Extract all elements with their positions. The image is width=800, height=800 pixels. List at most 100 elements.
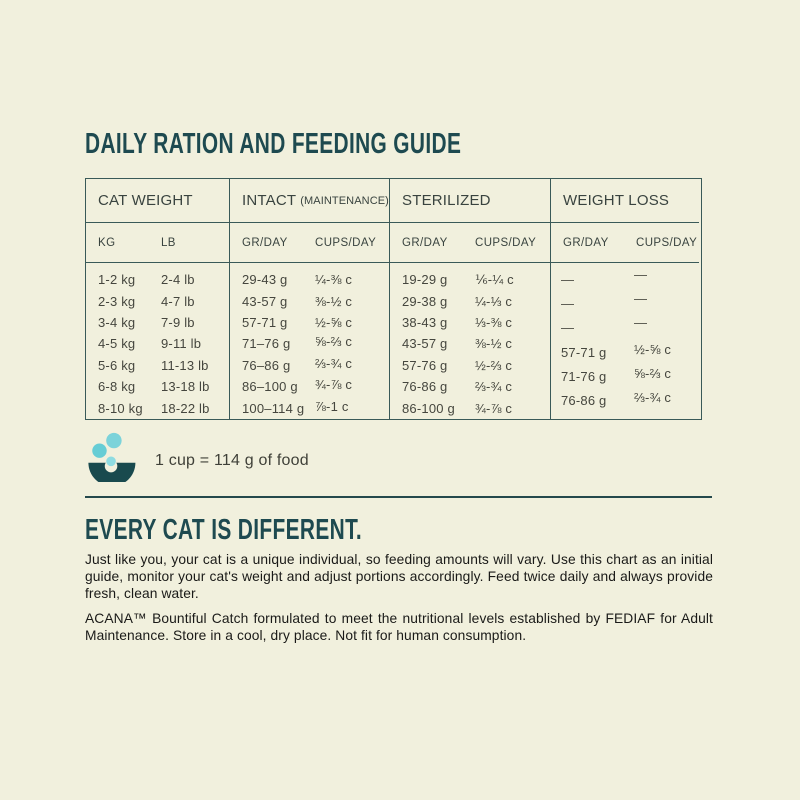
cell-cups: ⅜-½ c bbox=[475, 336, 513, 352]
section-heading-text: EVERY CAT IS DIFFERENT. bbox=[85, 514, 363, 546]
table-row: 86–100 g ¾-⅞ c bbox=[230, 376, 389, 397]
cell-lb: 18-22 lb bbox=[161, 400, 210, 416]
cell-cups-dash: — bbox=[634, 266, 648, 282]
cell-grams: 86-100 g bbox=[402, 400, 455, 416]
table-row: 38-43 g ⅓-⅜ c bbox=[390, 312, 550, 333]
cell-cups: ¾-⅞ c bbox=[315, 377, 353, 393]
subheader-gr-day: GR/DAY bbox=[563, 236, 609, 249]
table-row: 43-57 g ⅜-½ c bbox=[230, 290, 389, 311]
cell-lb: 7-9 lb bbox=[161, 314, 195, 330]
cell-lb: 13-18 lb bbox=[161, 379, 210, 395]
cell-grams-dash: — bbox=[561, 271, 575, 287]
table-row: 43-57 g ⅜-½ c bbox=[390, 333, 550, 354]
cell-grams: 76-86 g bbox=[561, 393, 607, 409]
cell-grams: 43-57 g bbox=[242, 293, 288, 309]
subheader-cups-day: CUPS/DAY bbox=[475, 236, 537, 249]
column-header-label: STERILIZED bbox=[402, 192, 491, 209]
cell-cups-dash: — bbox=[634, 290, 648, 306]
cell-grams: 29-43 g bbox=[242, 272, 288, 288]
cell-grams: 100–114 g bbox=[242, 400, 305, 416]
cell-kg: 5-6 kg bbox=[98, 357, 136, 373]
cell-grams: 86–100 g bbox=[242, 379, 298, 395]
table-row: — — bbox=[551, 291, 699, 311]
cell-grams: 29-38 g bbox=[402, 293, 448, 309]
subheader-cat-weight: KG LB bbox=[86, 222, 229, 262]
page-title-text: DAILY RATION AND FEEDING GUIDE bbox=[85, 128, 462, 160]
cell-kg: 6-8 kg bbox=[98, 379, 136, 395]
column-header-weight-loss: WEIGHT LOSS bbox=[550, 179, 699, 222]
table-row: 29-38 g ¼-⅓ c bbox=[390, 290, 550, 311]
cell-cups: ¾-⅞ c bbox=[475, 400, 513, 416]
subheader-cups-day: CUPS/DAY bbox=[315, 236, 377, 249]
cell-grams: 76–86 g bbox=[242, 357, 291, 373]
table-row: 6-8 kg 13-18 lb bbox=[86, 376, 229, 397]
cell-cups: ⅙-¼ c bbox=[475, 271, 514, 287]
table-row: 57-71 g ½-⅝ c bbox=[230, 312, 389, 333]
cell-cups: ½-⅔ c bbox=[475, 357, 513, 373]
table-row: 5-6 kg 11-13 lb bbox=[86, 355, 229, 376]
cell-grams: 71–76 g bbox=[242, 336, 291, 352]
table-row: 57-76 g ½-⅔ c bbox=[390, 355, 550, 376]
cell-lb: 11-13 lb bbox=[161, 357, 209, 373]
cell-lb: 9-11 lb bbox=[161, 336, 202, 352]
column-header-label: INTACT bbox=[242, 192, 297, 209]
table-row: 29-43 g ¼-⅜ c bbox=[230, 269, 389, 290]
column-header-intact: INTACT (MAINTENANCE) bbox=[229, 179, 389, 222]
table-row: 8-10 kg 18-22 lb bbox=[86, 397, 229, 418]
cell-cups: ½-⅝ c bbox=[315, 314, 353, 330]
section-heading: EVERY CAT IS DIFFERENT. bbox=[85, 514, 470, 547]
table-row: 71–76 g ⅝-⅔ c bbox=[230, 333, 389, 354]
cell-grams-dash: — bbox=[561, 295, 575, 311]
cell-cups: ⅔-¾ c bbox=[475, 379, 513, 395]
cell-cups: ⅝-⅔ c bbox=[634, 365, 672, 381]
data-column-sterilized: 19-29 g ⅙-¼ c 29-38 g ¼-⅓ c 38-43 g ⅓-⅜ c 4… bbox=[389, 262, 550, 419]
table-row: 57-71 g ½-⅝ c bbox=[551, 341, 699, 360]
subheader-gr-day: GR/DAY bbox=[242, 236, 288, 249]
column-header-cat-weight: CAT WEIGHT bbox=[86, 179, 229, 222]
data-column-intact: 29-43 g ¼-⅜ c 43-57 g ⅜-½ c 57-71 g ½-⅝ c 7… bbox=[229, 262, 389, 419]
cell-grams: 57-71 g bbox=[561, 344, 607, 360]
subheader-intact: GR/DAY CUPS/DAY bbox=[229, 222, 389, 262]
table-row: 86-100 g ¾-⅞ c bbox=[390, 397, 550, 418]
subheader-sterilized: GR/DAY CUPS/DAY bbox=[389, 222, 550, 262]
page-title: DAILY RATION AND FEEDING GUIDE bbox=[85, 124, 608, 161]
cell-grams: 57-71 g bbox=[242, 314, 288, 330]
kibble-bowl-icon bbox=[86, 430, 138, 487]
subheader-gr-day: GR/DAY bbox=[402, 236, 448, 249]
table-row: 100–114 g ⅞-1 c bbox=[230, 397, 389, 418]
table-row: 76-86 g ⅔-¾ c bbox=[390, 376, 550, 397]
feeding-advice-paragraph: Just like you, your cat is a unique indi… bbox=[85, 552, 713, 601]
cell-kg: 1-2 kg bbox=[98, 272, 136, 288]
table-row: — — bbox=[551, 267, 699, 287]
table-row: 2-3 kg 4-7 lb bbox=[86, 290, 229, 311]
column-header-note: (MAINTENANCE) bbox=[300, 194, 389, 207]
cell-cups: ½-⅝ c bbox=[634, 341, 672, 357]
subheader-lb: LB bbox=[161, 236, 176, 249]
subheader-kg: KG bbox=[98, 236, 116, 249]
cell-lb: 2-4 lb bbox=[161, 272, 195, 288]
data-column-weight-loss: — — — — — — 57-71 g ½-⅝ c 71-76 g ⅝-⅔ c 76-86… bbox=[550, 262, 699, 419]
cell-lb: 4-7 lb bbox=[161, 293, 195, 309]
cell-cups: ⅔-¾ c bbox=[634, 390, 672, 406]
cell-kg: 4-5 kg bbox=[98, 336, 136, 352]
cell-cups: ⅓-⅜ c bbox=[475, 314, 513, 330]
table-row: 71-76 g ⅝-⅔ c bbox=[551, 365, 699, 384]
cell-cups: ⅞-1 c bbox=[315, 398, 349, 414]
cell-grams-dash: — bbox=[561, 320, 575, 336]
cell-cups: ⅔-¾ c bbox=[315, 355, 353, 371]
table-row: 4-5 kg 9-11 lb bbox=[86, 333, 229, 354]
table-row: 19-29 g ⅙-¼ c bbox=[390, 269, 550, 290]
cell-kg: 2-3 kg bbox=[98, 293, 136, 309]
cell-kg: 8-10 kg bbox=[98, 400, 143, 416]
subheader-cups-day: CUPS/DAY bbox=[636, 236, 698, 249]
cell-grams: 43-57 g bbox=[402, 336, 448, 352]
column-header-label: CAT WEIGHT bbox=[98, 192, 193, 209]
table-row: 3-4 kg 7-9 lb bbox=[86, 312, 229, 333]
cell-cups: ¼-⅓ c bbox=[475, 293, 513, 309]
feeding-table: CAT WEIGHT INTACT (MAINTENANCE) STERILIZ… bbox=[85, 178, 702, 420]
table-row: 1-2 kg 2-4 lb bbox=[86, 269, 229, 290]
cell-cups: ¼-⅜ c bbox=[315, 272, 353, 288]
cell-grams: 57-76 g bbox=[402, 357, 448, 373]
column-header-sterilized: STERILIZED bbox=[389, 179, 550, 222]
